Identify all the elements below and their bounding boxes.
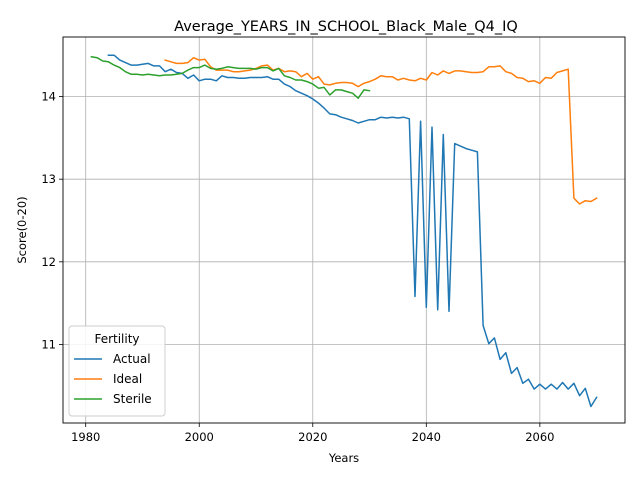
x-tick-label: 2000 bbox=[185, 430, 214, 444]
legend: Fertility Actual Ideal Sterile bbox=[68, 325, 166, 417]
x-tick-label: 2020 bbox=[298, 430, 327, 444]
y-axis-label: Score(0-20) bbox=[15, 196, 29, 263]
y-tick-label: 14 bbox=[41, 90, 56, 104]
legend-label-actual: Actual bbox=[113, 352, 151, 366]
x-axis-ticks: 1980 2000 2020 2040 2060 bbox=[71, 423, 554, 444]
chart-title: Average_YEARS_IN_SCHOOL_Black_Male_Q4_IQ bbox=[174, 19, 518, 35]
x-axis-label: Years bbox=[328, 451, 359, 465]
x-tick-label: 2040 bbox=[412, 430, 441, 444]
x-tick-label: 2060 bbox=[525, 430, 554, 444]
y-tick-label: 11 bbox=[41, 337, 56, 351]
legend-box bbox=[68, 325, 166, 417]
series-layer bbox=[90, 54, 598, 408]
legend-title: Fertility bbox=[94, 332, 139, 346]
series-line-actual bbox=[107, 54, 598, 408]
x-tick-label: 1980 bbox=[71, 430, 100, 444]
y-tick-label: 12 bbox=[41, 255, 56, 269]
series-line-sterile bbox=[90, 55, 371, 99]
legend-entries: Actual Ideal Sterile bbox=[74, 352, 152, 406]
plot-frame bbox=[62, 36, 626, 424]
y-tick-label: 13 bbox=[41, 172, 56, 186]
series-line-ideal bbox=[164, 56, 598, 205]
legend-label-ideal: Ideal bbox=[113, 372, 142, 386]
y-axis-ticks: 11 12 13 14 bbox=[41, 90, 63, 351]
grid-lines bbox=[63, 37, 625, 423]
legend-label-sterile: Sterile bbox=[113, 392, 152, 406]
